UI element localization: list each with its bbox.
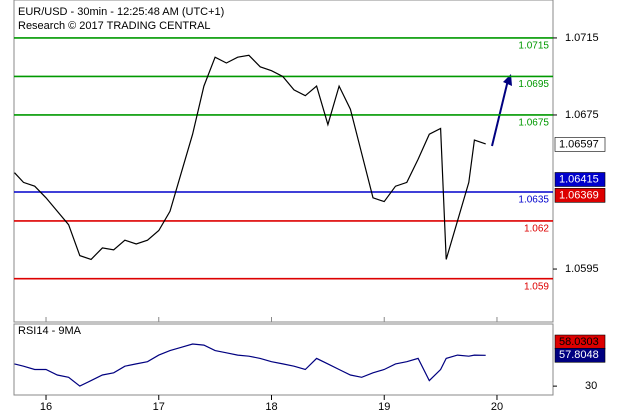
level-label: 1.0635 (518, 195, 549, 206)
price-tag (554, 172, 606, 187)
y-tick-label: 1.0595 (565, 263, 599, 275)
x-tick-label: 19 (378, 401, 390, 413)
rsi-title: RSI14 - 9MA (18, 325, 82, 337)
level-label: 1.059 (524, 281, 549, 292)
level-label: 1.062 (524, 224, 549, 235)
series-line (14, 54, 486, 261)
series-line (14, 343, 486, 387)
y-tick-label: 1.0675 (565, 109, 599, 121)
price-tag-label: 1.06369 (559, 189, 599, 201)
price-tag (554, 188, 606, 203)
rsi-panel (13, 323, 554, 396)
y-tick-label: 1.0715 (565, 32, 599, 44)
price-tag (554, 347, 606, 363)
forecast-arrow (491, 79, 509, 147)
price-tag-label: 57.8048 (559, 349, 599, 361)
chart-title: EUR/USD - 30min - 12:25:48 AM (UTC+1) (18, 6, 224, 18)
x-tick-label: 20 (491, 401, 503, 413)
price-tag-label: 1.06415 (559, 173, 599, 185)
price-panel (13, 0, 554, 323)
price-tag-label: 58.0303 (559, 336, 599, 348)
y-tick-label: 30 (585, 380, 597, 392)
x-tick-label: 18 (265, 401, 277, 413)
price-tag-label: 1.06597 (559, 138, 599, 150)
chart-subtitle: Research © 2017 TRADING CENTRAL (18, 20, 211, 32)
price-tag (554, 137, 606, 152)
x-tick-label: 16 (40, 401, 52, 413)
x-tick-label: 17 (153, 401, 165, 413)
level-label: 1.0695 (518, 79, 549, 90)
level-label: 1.0675 (518, 118, 549, 129)
level-label: 1.0715 (518, 41, 549, 52)
